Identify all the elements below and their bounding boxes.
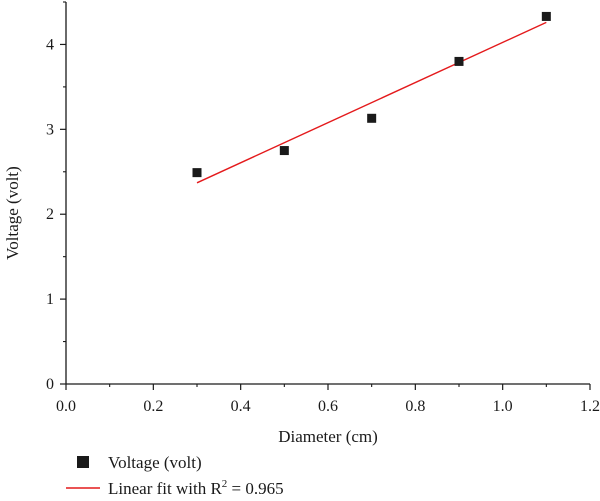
data-point [192, 168, 202, 178]
x-tick-label: 0.8 [405, 398, 425, 415]
legend-fit-superscript: 2 [222, 478, 228, 490]
data-point [367, 113, 377, 123]
legend: Voltage (volt) Linear fit with R2 = 0.96… [66, 453, 284, 498]
x-tick-label: 0.2 [143, 398, 163, 415]
data-points-layer [192, 11, 551, 178]
legend-label-fit: Linear fit with R2 = 0.965 [108, 478, 284, 498]
legend-label-voltage: Voltage (volt) [108, 453, 202, 472]
x-tick-label: 1.0 [493, 398, 513, 415]
y-ticks: 0 1 2 3 4 [46, 1, 66, 393]
data-point [279, 146, 289, 156]
data-point [454, 56, 464, 66]
axes [65, 2, 590, 385]
legend-fit-name: Linear fit with R [108, 479, 222, 498]
legend-fit-value: = 0.965 [227, 479, 283, 498]
x-axis-title: Diameter (cm) [278, 427, 378, 446]
x-tick-label: 0.0 [56, 398, 76, 415]
x-tick-label: 0.4 [231, 398, 251, 415]
y-tick-label: 1 [46, 291, 54, 308]
y-axis-title: Voltage (volt) [3, 166, 22, 260]
y-tick-label: 0 [46, 376, 54, 393]
fit-line-layer [196, 21, 547, 184]
x-tick-label: 1.2 [580, 398, 600, 415]
data-point [541, 11, 551, 21]
legend-marker-square [77, 456, 89, 468]
x-tick-label: 0.6 [318, 398, 338, 415]
y-tick-label: 3 [46, 121, 54, 138]
y-tick-label: 2 [46, 206, 54, 223]
fit-line [196, 21, 547, 184]
x-ticks: 0.0 0.2 0.4 0.6 0.8 1.0 1.2 [56, 384, 600, 415]
y-tick-label: 4 [46, 36, 54, 53]
